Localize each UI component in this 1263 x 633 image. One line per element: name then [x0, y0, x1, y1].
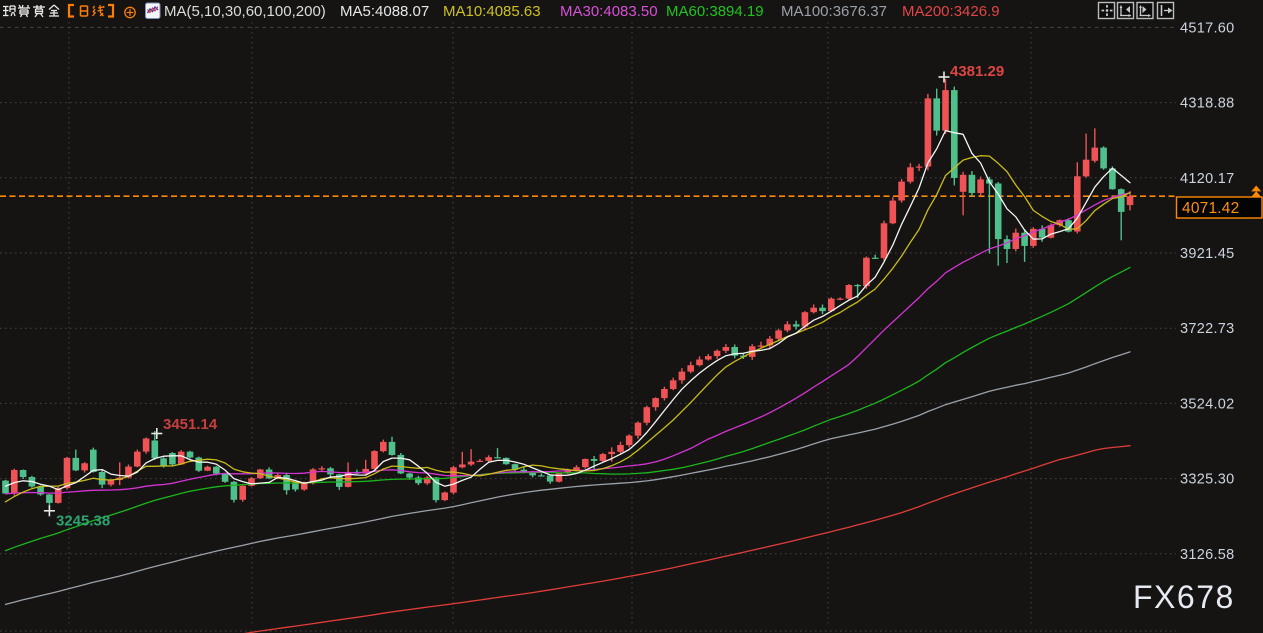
svg-text:3722.73: 3722.73	[1180, 321, 1235, 337]
svg-text:3451.14: 3451.14	[163, 416, 218, 433]
svg-text:3126.58: 3126.58	[1180, 547, 1235, 563]
svg-text:3921.45: 3921.45	[1180, 246, 1235, 262]
svg-text:MA(5,10,30,60,100,200): MA(5,10,30,60,100,200)	[164, 3, 326, 20]
svg-text:3325.30: 3325.30	[1180, 472, 1235, 488]
svg-text:MA30:4083.50: MA30:4083.50	[560, 3, 658, 20]
svg-text:MA60:3894.19: MA60:3894.19	[666, 3, 764, 20]
svg-text:MA200:3426.9: MA200:3426.9	[902, 3, 1000, 20]
svg-text:4120.17: 4120.17	[1180, 171, 1235, 187]
svg-text:MA10:4085.63: MA10:4085.63	[443, 3, 541, 20]
svg-text:4381.29: 4381.29	[950, 63, 1004, 80]
svg-text:4318.88: 4318.88	[1180, 96, 1235, 112]
svg-text:4071.42: 4071.42	[1182, 200, 1239, 217]
svg-text:3245.38: 3245.38	[56, 513, 110, 530]
svg-text:4517.60: 4517.60	[1180, 20, 1235, 36]
svg-text:MA5:4088.07: MA5:4088.07	[340, 3, 429, 20]
svg-text:FX678: FX678	[1133, 579, 1235, 615]
svg-text:MA100:3676.37: MA100:3676.37	[781, 3, 887, 20]
svg-text:3524.02: 3524.02	[1180, 396, 1235, 412]
